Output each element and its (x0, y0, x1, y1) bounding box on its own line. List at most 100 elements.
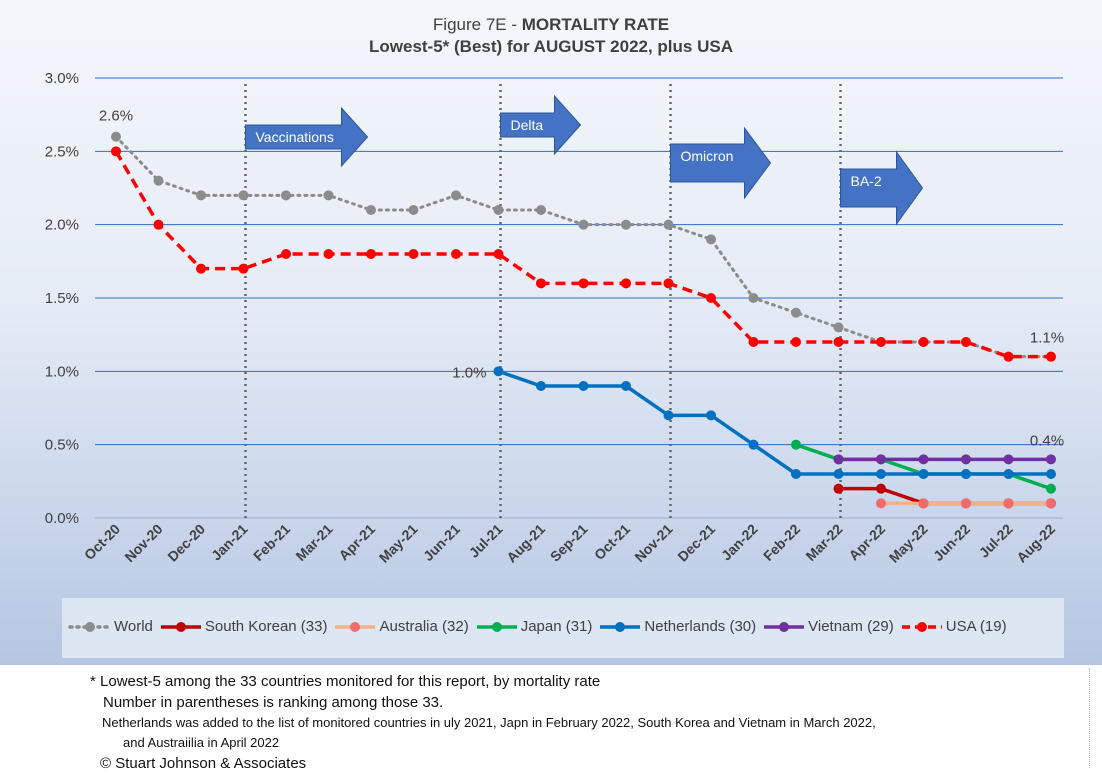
chart-area: Figure 7E - MORTALITY RATE Lowest-5* (Be… (0, 0, 1102, 665)
x-tick-label: Jan-22 (718, 521, 761, 564)
data-point-usa (578, 278, 589, 289)
data-point-netherlands (961, 469, 971, 479)
y-tick-label: 2.0% (45, 217, 79, 234)
data-point-world (791, 307, 801, 318)
data-point-netherlands (536, 381, 546, 391)
legend-label: Vietnam (29) (808, 618, 894, 635)
data-point-japan (1046, 483, 1056, 494)
data-point-netherlands (876, 469, 886, 479)
footnote-1: * Lowest-5 among the 33 countries monito… (90, 673, 601, 690)
data-point-world (451, 190, 461, 201)
event-label: BA-2 (851, 173, 882, 189)
divider (1088, 668, 1090, 768)
y-tick-label: 1.5% (45, 290, 79, 307)
legend-item-netherlands: Netherlands (30) (598, 618, 756, 635)
event-arrow (500, 94, 582, 156)
data-point-usa (111, 146, 121, 157)
legend-swatch (335, 621, 376, 632)
data-point-usa (196, 263, 206, 274)
data-point-usa (493, 249, 504, 259)
legend-item-south: South Korean (33) (159, 618, 327, 635)
event-label: Omicron (681, 148, 734, 164)
x-tick-label: Feb-21 (250, 521, 293, 564)
data-point-australia (961, 498, 971, 509)
data-point-usa (323, 249, 334, 259)
data-point-world (621, 219, 631, 230)
data-point-world (663, 219, 674, 230)
data-point-australia (1003, 498, 1014, 509)
data-point-usa (918, 337, 929, 347)
data-point-world (833, 322, 844, 333)
data-point-world (281, 190, 291, 201)
data-point-australia (1046, 498, 1056, 509)
legend: World South Korean (33) Australia (32) Japa… (62, 598, 1064, 658)
legend-label: USA (19) (945, 618, 1007, 635)
data-point-world (366, 205, 376, 215)
event-label: Vaccinations (256, 129, 334, 145)
x-tick-label: Nov-20 (121, 521, 165, 565)
legend-item-japan: Japan (31) (475, 618, 592, 635)
data-point-world (536, 205, 546, 215)
series-line-netherlands (497, 369, 1051, 476)
footnote-3: Netherlands was added to the list of mon… (102, 715, 876, 730)
series-line-south (838, 486, 1051, 506)
data-point-netherlands (1003, 469, 1014, 479)
legend-item-usa: USA (19) (900, 618, 1007, 635)
data-point-usa (1046, 351, 1056, 362)
footnote-4: and Austraiilia in April 2022 (123, 735, 280, 750)
data-point-world (748, 293, 759, 303)
legend-item-world: World (68, 618, 153, 635)
data-point-netherlands (578, 381, 589, 391)
y-tick-label: 2.5% (45, 143, 79, 160)
legend-swatch (600, 621, 641, 632)
legend-label: Netherlands (30) (644, 618, 757, 635)
event-label: Delta (511, 117, 544, 133)
event-arrow (245, 106, 369, 168)
chart-subtitle: Lowest-5* (Best) for AUGUST 2022, plus U… (369, 37, 733, 56)
legend-swatch (160, 621, 201, 632)
data-point-usa (663, 278, 674, 289)
data-point-usa (408, 249, 419, 259)
x-tick-label: Aug-21 (503, 521, 548, 566)
x-tick-label: Aug-22 (1013, 521, 1058, 566)
x-tick-label: May-21 (376, 521, 421, 566)
chart-title: Figure 7E - MORTALITY RATE Lowest-5* (Be… (0, 14, 1102, 58)
legend-swatch (68, 621, 112, 632)
y-tick-label: 3.0% (45, 70, 79, 87)
title-prefix: Figure 7E - (432, 15, 522, 34)
legend-swatch (901, 621, 942, 632)
x-tick-label: Jan-21 (208, 521, 251, 564)
data-point-netherlands (621, 381, 631, 391)
x-tick-label: Sep-21 (547, 521, 591, 565)
copyright: © Stuart Johnson & Associates (100, 755, 307, 772)
event-arrow (670, 126, 772, 200)
data-point-usa (451, 249, 461, 259)
data-point-netherlands (1046, 469, 1056, 479)
data-point-vietnam (961, 454, 971, 465)
data-point-vietnam (1003, 454, 1014, 465)
x-tick-label: Oct-20 (81, 521, 123, 563)
data-point-netherlands (791, 469, 801, 479)
legend-item-australia: Australia (32) (333, 618, 469, 635)
x-tick-label: Jul-21 (466, 521, 506, 561)
data-point-world (706, 234, 716, 245)
series-line-world (114, 135, 1053, 359)
data-point-usa (876, 337, 886, 347)
x-tick-label: Mar-21 (292, 521, 335, 564)
data-point-netherlands (663, 410, 674, 421)
data-point-world (493, 205, 504, 215)
x-tick-label: Feb-22 (760, 521, 803, 564)
data-label: 0.4% (1030, 432, 1064, 449)
data-point-world (408, 205, 419, 215)
data-point-japan (791, 439, 801, 450)
footnote-2: Number in parentheses is ranking among t… (103, 694, 444, 711)
data-point-australia (876, 498, 886, 509)
y-tick-label: 0.0% (45, 510, 79, 527)
data-point-usa (706, 293, 716, 303)
data-point-south (876, 483, 886, 494)
data-point-usa (153, 219, 164, 230)
x-tick-label: Mar-22 (802, 521, 845, 564)
series-line-usa (114, 150, 1051, 359)
data-point-world (111, 131, 121, 142)
data-point-usa (833, 337, 844, 347)
